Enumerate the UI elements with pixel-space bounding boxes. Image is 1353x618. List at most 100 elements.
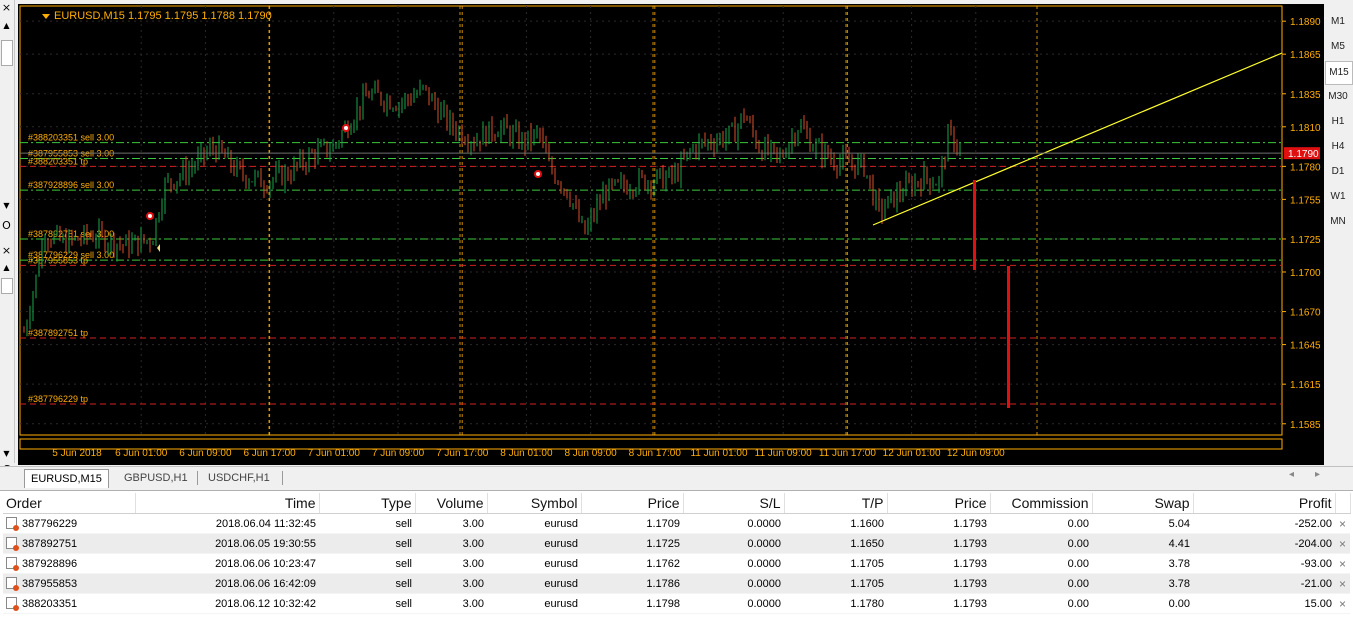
current-price-tag	[1284, 147, 1320, 160]
table-cell: -21.00	[1193, 573, 1335, 594]
time-tick-label: 8 Jun 17:00	[629, 448, 682, 459]
table-cell: eurusd	[487, 513, 581, 534]
column-header[interactable]: Profit	[1193, 493, 1336, 514]
table-cell: 0.00	[990, 553, 1092, 574]
sell-order-icon	[6, 597, 19, 611]
order-line-label: #388203351 sell 3.00	[28, 133, 114, 143]
table-cell: 1.1786	[581, 573, 683, 594]
table-cell: 1.1793	[887, 553, 990, 574]
close-icon[interactable]: ×	[1, 244, 12, 257]
dropdown-triangle-icon[interactable]	[42, 13, 50, 19]
timeframe-m15[interactable]: M15	[1325, 61, 1353, 85]
column-header[interactable]: Swap	[1092, 493, 1194, 514]
tab-scroll-left-icon[interactable]: ◂	[1289, 469, 1295, 480]
scroll-down-icon[interactable]: ▼	[3, 201, 10, 210]
close-order-icon[interactable]: ×	[1335, 533, 1350, 554]
timeframe-mn[interactable]: MN	[1330, 216, 1346, 227]
price-tick-label: 1.1615	[1290, 380, 1321, 391]
close-order-icon[interactable]: ×	[1335, 513, 1350, 534]
timeframe-m30[interactable]: M30	[1328, 91, 1348, 102]
close-order-icon[interactable]: ×	[1335, 553, 1350, 574]
sell-order-icon	[6, 517, 19, 531]
chart-title: EURUSD,M15 1.1795 1.1795 1.1788 1.1790	[42, 10, 272, 22]
scrollbar-thumb[interactable]	[1, 278, 13, 294]
time-tick-label: 7 Jun 01:00	[308, 448, 361, 459]
order-id: 387796229	[22, 518, 78, 530]
chart-scrollbar	[19, 438, 1283, 450]
timeframe-w1[interactable]: W1	[1330, 191, 1346, 202]
column-header[interactable]: T/P	[784, 493, 888, 514]
order-cell: 387955853	[3, 573, 135, 594]
close-order-icon[interactable]: ×	[1335, 593, 1350, 614]
close-order-icon[interactable]: ×	[1335, 573, 1350, 594]
table-cell: 0.0000	[683, 573, 784, 594]
trade-arrow-marker	[534, 170, 542, 178]
table-row[interactable]: 387892751 2018.06.05 19:30:55 sell 3.00 euru…	[3, 533, 1350, 554]
table-cell: 1.1762	[581, 553, 683, 574]
column-header[interactable]: Volume	[415, 493, 488, 514]
table-cell: 1.1798	[581, 593, 683, 614]
time-tick-label: 11 Jun 01:00	[690, 448, 748, 459]
table-cell: 0.00	[990, 573, 1092, 594]
column-header[interactable]: Commission	[990, 493, 1093, 514]
table-cell: eurusd	[487, 553, 581, 574]
time-tick-label: 8 Jun 09:00	[564, 448, 617, 459]
table-cell: sell	[319, 553, 415, 574]
price-tick-label: 1.1890	[1290, 17, 1321, 28]
order-cell: 387928896	[3, 553, 135, 574]
table-cell: 2018.06.06 16:42:09	[135, 573, 319, 594]
table-cell: 1.1650	[784, 533, 887, 554]
price-tick-label: 1.1700	[1290, 268, 1321, 279]
tab-gbpusd-h1[interactable]: GBPUSD,H1	[124, 472, 188, 484]
timeframe-d1[interactable]: D1	[1331, 166, 1345, 177]
tab-eurusd-m15[interactable]: EURUSD,M15	[24, 469, 109, 488]
table-row[interactable]: 387928896 2018.06.06 10:23:47 sell 3.00 euru…	[3, 553, 1350, 574]
time-tick-label: 11 Jun 09:00	[755, 448, 813, 459]
tab-separator	[282, 471, 283, 485]
orders-table: Order Time Type Volume Symbol Price S/L …	[3, 493, 1351, 614]
column-header[interactable]: Price	[887, 493, 991, 514]
scroll-up-icon[interactable]: ▲	[3, 21, 10, 30]
order-line-label: #388203351 tp	[28, 156, 88, 166]
table-cell: 3.00	[415, 533, 487, 554]
order-line-label: #387796229 sell 3.00	[28, 250, 114, 260]
tab-usdchf-h1[interactable]: USDCHF,H1	[208, 472, 270, 484]
timeframe-h4[interactable]: H4	[1331, 141, 1345, 152]
table-cell: 1.1705	[784, 553, 887, 574]
time-tick-label: 7 Jun 17:00	[436, 448, 489, 459]
table-cell: sell	[319, 573, 415, 594]
tab-scroll-right-icon[interactable]: ▸	[1315, 469, 1321, 480]
column-header[interactable]: Symbol	[487, 493, 582, 514]
column-header[interactable]: Order	[3, 493, 136, 514]
time-tick-label: 5 Jun 2018	[52, 448, 102, 459]
table-row[interactable]: 387796229 2018.06.04 11:32:45 sell 3.00 euru…	[3, 513, 1350, 534]
scroll-up-icon[interactable]: ▲	[3, 263, 10, 272]
chart-title-text: EURUSD,M15 1.1795 1.1795 1.1788 1.1790	[54, 10, 272, 22]
table-cell: 3.00	[415, 553, 487, 574]
table-row[interactable]: 388203351 2018.06.12 10:32:42 sell 3.00 euru…	[3, 593, 1350, 614]
timeframe-m5[interactable]: M5	[1331, 41, 1345, 52]
table-cell: -93.00	[1193, 553, 1335, 574]
column-header[interactable]: Time	[135, 493, 320, 514]
close-icon[interactable]: ×	[1, 1, 12, 14]
panel-label-o[interactable]: O	[2, 219, 11, 232]
timeframe-m1[interactable]: M1	[1331, 16, 1345, 27]
time-tick-label: 11 Jun 17:00	[819, 448, 877, 459]
scrollbar-thumb[interactable]	[1, 40, 13, 66]
scroll-down-icon[interactable]: ▼	[3, 449, 10, 458]
table-cell: eurusd	[487, 533, 581, 554]
table-row[interactable]: 387955853 2018.06.06 16:42:09 sell 3.00 euru…	[3, 573, 1350, 594]
price-tick-label: 1.1670	[1290, 308, 1321, 319]
timeframe-h1[interactable]: H1	[1331, 116, 1345, 127]
time-tick-label: 12 Jun 01:00	[883, 448, 941, 459]
column-header[interactable]: Price	[581, 493, 684, 514]
chart-canvas[interactable]: 1.1890 1.1865 1.1835 1.1810 1.1780 1.1755 1.17…	[18, 4, 1324, 465]
order-cell: 387796229	[3, 513, 135, 534]
column-header[interactable]: Type	[319, 493, 416, 514]
trade-arrow-marker	[342, 124, 350, 132]
column-header[interactable]: S/L	[683, 493, 785, 514]
table-cell: sell	[319, 513, 415, 534]
table-cell: 1.1793	[887, 533, 990, 554]
order-id: 387955853	[22, 578, 78, 590]
price-chart[interactable]: 1.1890 1.1865 1.1835 1.1810 1.1780 1.1755 1.17…	[18, 4, 1324, 465]
